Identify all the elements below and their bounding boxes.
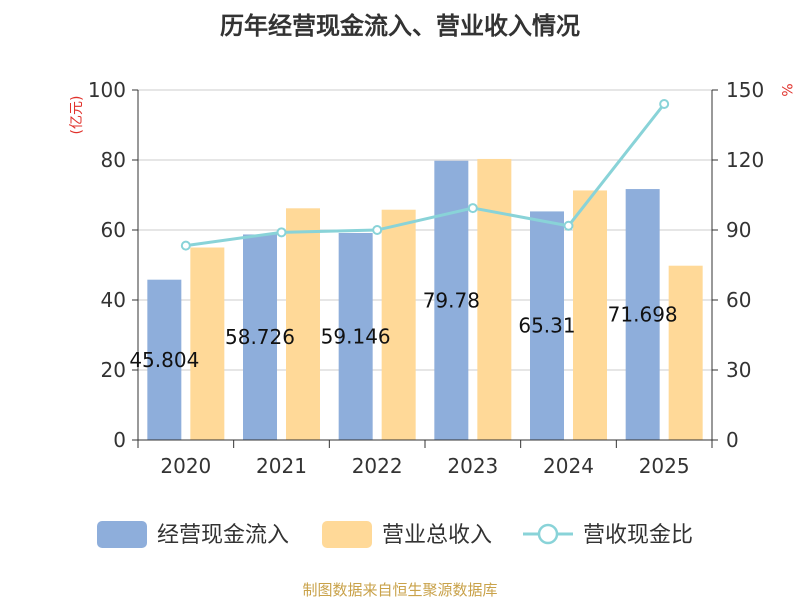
bar-value-label: 71.698	[608, 303, 678, 327]
right-tick-label: 60	[726, 288, 751, 312]
data-labels: 45.804 58.726 59.146 79.78 65.31 71.698	[129, 288, 677, 371]
legend-label-revenue: 营业总收入	[382, 523, 492, 548]
x-tick-label: 2025	[639, 454, 690, 478]
x-tick-label: 2020	[160, 454, 211, 478]
left-tick-label: 0	[113, 428, 126, 452]
left-tick-label: 60	[101, 218, 126, 242]
bar-cash-inflow	[434, 160, 469, 440]
ratio-line	[180, 99, 670, 251]
bar-cash-inflow	[530, 211, 564, 440]
ratio-point	[180, 240, 191, 251]
legend: 经营现金流入 营业总收入 营收现金比	[97, 521, 693, 548]
legend-swatch-cash-inflow	[97, 521, 147, 548]
bar-value-label: 79.78	[423, 288, 480, 312]
x-tick-label: 2021	[256, 454, 307, 478]
bar-value-label: 58.726	[225, 325, 295, 349]
right-tick-label: 150	[726, 78, 764, 102]
bar-revenue	[286, 208, 320, 440]
ratio-point	[467, 203, 478, 214]
bar-value-label: 59.146	[321, 324, 391, 348]
left-tick-label: 40	[101, 288, 126, 312]
x-tick-label: 2023	[447, 454, 498, 478]
bar-cash-inflow	[625, 189, 660, 440]
bar-cash-inflow	[147, 279, 182, 440]
right-tick-label: 90	[726, 218, 751, 242]
bar-cash-inflow	[243, 234, 277, 440]
right-tick-label: 0	[726, 428, 739, 452]
chart-title: 历年经营现金流入、营业收入情况	[220, 12, 580, 40]
legend-swatch-revenue	[322, 521, 372, 548]
bar-cash-inflow	[338, 232, 373, 440]
right-axis-unit: %	[778, 83, 794, 96]
left-axis-unit: (亿元)	[69, 96, 85, 135]
legend-swatch-ratio-marker	[537, 523, 559, 545]
x-tick-label: 2024	[543, 454, 594, 478]
gridlines	[138, 89, 712, 371]
axes: 0 20 40 60 80 100 0 30 60 90 120 150 2020 2021 2022 202…	[88, 78, 764, 478]
bar-value-label: 65.31	[518, 314, 575, 338]
legend-label-ratio: 营收现金比	[583, 523, 693, 548]
ratio-point	[563, 220, 574, 231]
left-tick-label: 80	[101, 148, 126, 172]
right-tick-label: 120	[726, 148, 764, 172]
bar-revenue	[477, 158, 512, 440]
bar-revenue	[573, 190, 607, 440]
x-tick-label: 2022	[352, 454, 403, 478]
legend-label-cash-inflow: 经营现金流入	[157, 523, 289, 548]
left-tick-label: 100	[88, 78, 126, 102]
source-note: 制图数据来自恒生聚源数据库	[302, 581, 497, 599]
ratio-point	[659, 99, 670, 109]
right-tick-label: 30	[726, 358, 751, 382]
ratio-point	[372, 225, 383, 235]
bar-value-label: 45.804	[129, 348, 199, 372]
bar-revenue	[190, 247, 225, 440]
left-tick-label: 20	[101, 358, 126, 382]
bar-revenue	[381, 209, 416, 440]
bar-revenue	[668, 265, 703, 440]
ratio-line-path	[185, 103, 666, 248]
ratio-point	[276, 227, 287, 238]
bars	[147, 158, 703, 440]
